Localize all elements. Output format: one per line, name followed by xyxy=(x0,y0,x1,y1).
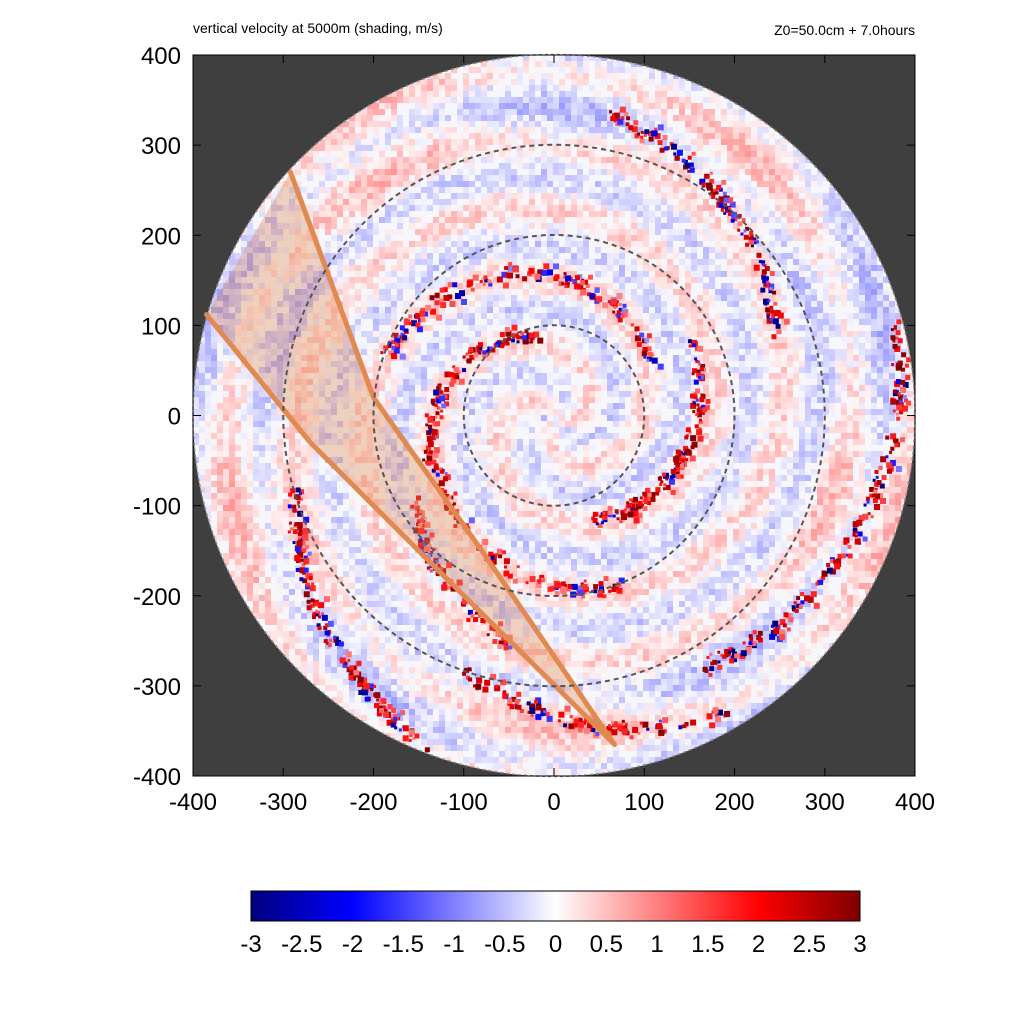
colorbar-tick-label: -2 xyxy=(342,931,363,958)
y-tick-label: -100 xyxy=(133,494,181,521)
x-tick-label: -100 xyxy=(440,789,488,816)
range-ring-200 xyxy=(372,234,736,597)
colorbar-tick-label: 0.5 xyxy=(590,931,623,958)
colorbar-tick-label: 2.5 xyxy=(793,931,826,958)
y-tick-label: -400 xyxy=(133,764,181,791)
colorbar-tick-label: 2 xyxy=(752,931,765,958)
x-tick-label: 100 xyxy=(624,789,664,816)
colorbar xyxy=(250,890,861,922)
x-tick-label: 200 xyxy=(714,789,754,816)
colorbar-tick-label: 1.5 xyxy=(691,931,724,958)
x-tick-label: 300 xyxy=(805,789,845,816)
x-tick-label: -400 xyxy=(169,789,217,816)
x-tick-label: 400 xyxy=(895,789,935,816)
y-tick-label: 400 xyxy=(141,43,181,70)
range-ring-300 xyxy=(282,143,826,688)
range-rings xyxy=(282,143,826,688)
y-tick-labels: -400 -300 -200 -100 0 100 200 300 400 xyxy=(133,43,181,791)
colorbar-tick-label: 3 xyxy=(853,931,866,958)
colorbar-tick-label: -1 xyxy=(443,931,464,958)
chart-title: vertical velocity at 5000m (shading, m/s… xyxy=(193,20,443,36)
y-tick-label: 200 xyxy=(141,223,181,250)
x-tick-label: -200 xyxy=(349,789,397,816)
sector-fill xyxy=(206,172,615,745)
sector-overlay xyxy=(204,169,617,747)
colorbar-tick-label: -3 xyxy=(240,931,261,958)
x-tick-label: -300 xyxy=(259,789,307,816)
axis-ticks xyxy=(192,54,916,777)
colorbar-tick-label: -0.5 xyxy=(484,931,525,958)
sector-edge-east xyxy=(288,169,617,747)
y-tick-label: 0 xyxy=(168,404,181,431)
colorbar-tick-label: 1 xyxy=(650,931,663,958)
y-tick-label: -300 xyxy=(133,674,181,701)
x-tick-label: 0 xyxy=(547,789,560,816)
colorbar-tick-label: -1.5 xyxy=(383,931,424,958)
y-tick-label: 300 xyxy=(141,133,181,160)
x-tick-labels: -400 -300 -200 -100 0 100 200 300 400 xyxy=(169,789,935,816)
range-ring-100 xyxy=(462,324,646,507)
colorbar-tick-labels: -3 -2.5 -2 -1.5 -1 -0.5 0 0.5 1 1.5 2 2.5 3 xyxy=(240,931,866,958)
velocity-field xyxy=(193,55,915,777)
colorbar-tick-label: 0 xyxy=(549,931,562,958)
y-tick-label: -200 xyxy=(133,584,181,611)
colorbar-tick-label: -2.5 xyxy=(281,931,322,958)
sector-edge-west xyxy=(204,312,617,747)
chart-annotation: Z0=50.0cm + 7.0hours xyxy=(774,22,915,38)
y-tick-label: 100 xyxy=(141,313,181,340)
